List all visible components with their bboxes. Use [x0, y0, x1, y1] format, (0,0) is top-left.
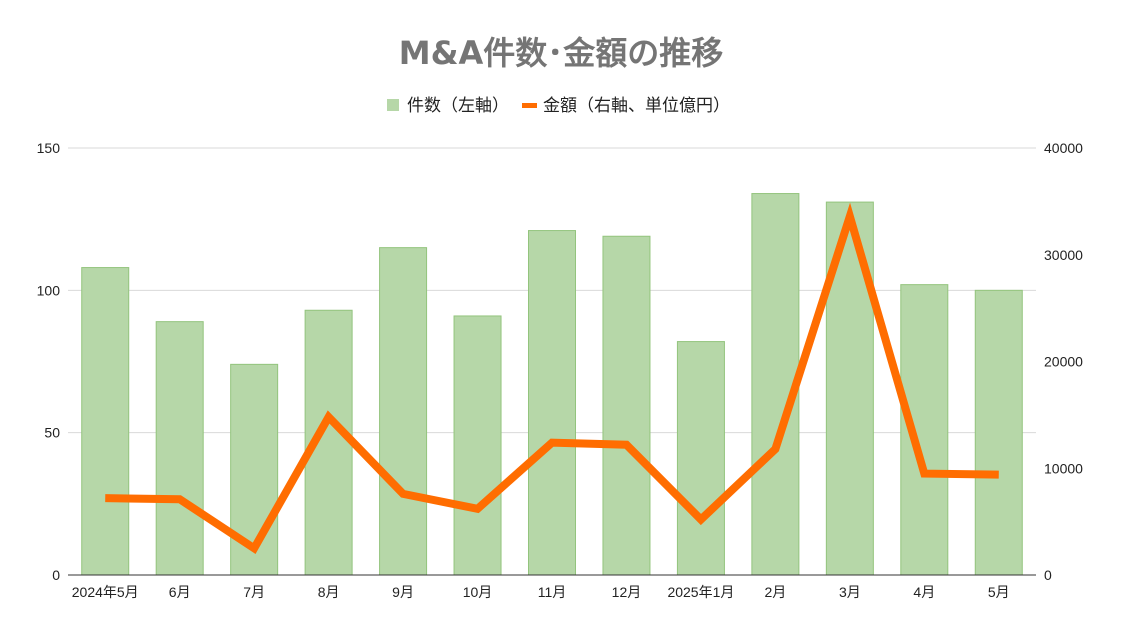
legend-line-swatch [522, 103, 537, 108]
bar [751, 193, 800, 576]
y-right-tick-label: 10000 [1044, 460, 1083, 476]
bar [528, 230, 576, 576]
y-right-tick-label: 40000 [1044, 140, 1083, 156]
x-tick-label: 2025年1月 [667, 584, 734, 600]
x-tick-label: 5月 [988, 584, 1010, 600]
x-tick-label: 9月 [392, 584, 414, 600]
line-layer [105, 202, 999, 555]
x-tick-label: 6月 [169, 584, 191, 600]
bar [155, 321, 204, 576]
y-right-tick-label: 0 [1044, 567, 1052, 583]
bar [602, 235, 651, 576]
legend-line-label: 金額（右軸、単位億円） [543, 96, 730, 116]
x-tick-label: 2024年5月 [72, 584, 139, 600]
bar [379, 247, 428, 576]
x-tick-label: 2月 [764, 584, 786, 600]
y-right-tick-label: 30000 [1044, 247, 1083, 263]
bar [453, 315, 502, 576]
x-tick-label: 3月 [839, 584, 861, 600]
y-left-tick-label: 50 [44, 425, 60, 441]
bar [81, 267, 130, 576]
bars-layer [81, 193, 1023, 576]
legend-bar-swatch [387, 99, 399, 111]
chart-title: M&A件数･金額の推移 [399, 34, 724, 72]
legend-bar-label: 件数（左軸） [407, 96, 509, 116]
x-tick-label: 8月 [318, 584, 340, 600]
legend: 件数（左軸） 金額（右軸、単位億円） [387, 96, 730, 116]
y-left-tick-label: 0 [52, 567, 60, 583]
axes-layer: 0 50 100 150 0 10000 20000 30000 40000 2024年5月 6月 7… [37, 140, 1084, 600]
x-tick-label: 7月 [243, 584, 265, 600]
x-tick-label: 10月 [463, 584, 493, 600]
y-left-tick-label: 100 [37, 282, 61, 298]
bar [676, 341, 725, 576]
x-tick-label: 4月 [913, 584, 935, 600]
y-left-tick-label: 150 [37, 140, 61, 156]
x-tick-label: 12月 [612, 584, 642, 600]
y-right-tick-label: 20000 [1044, 354, 1083, 370]
bar [974, 289, 1023, 576]
x-tick-label: 11月 [538, 584, 567, 600]
